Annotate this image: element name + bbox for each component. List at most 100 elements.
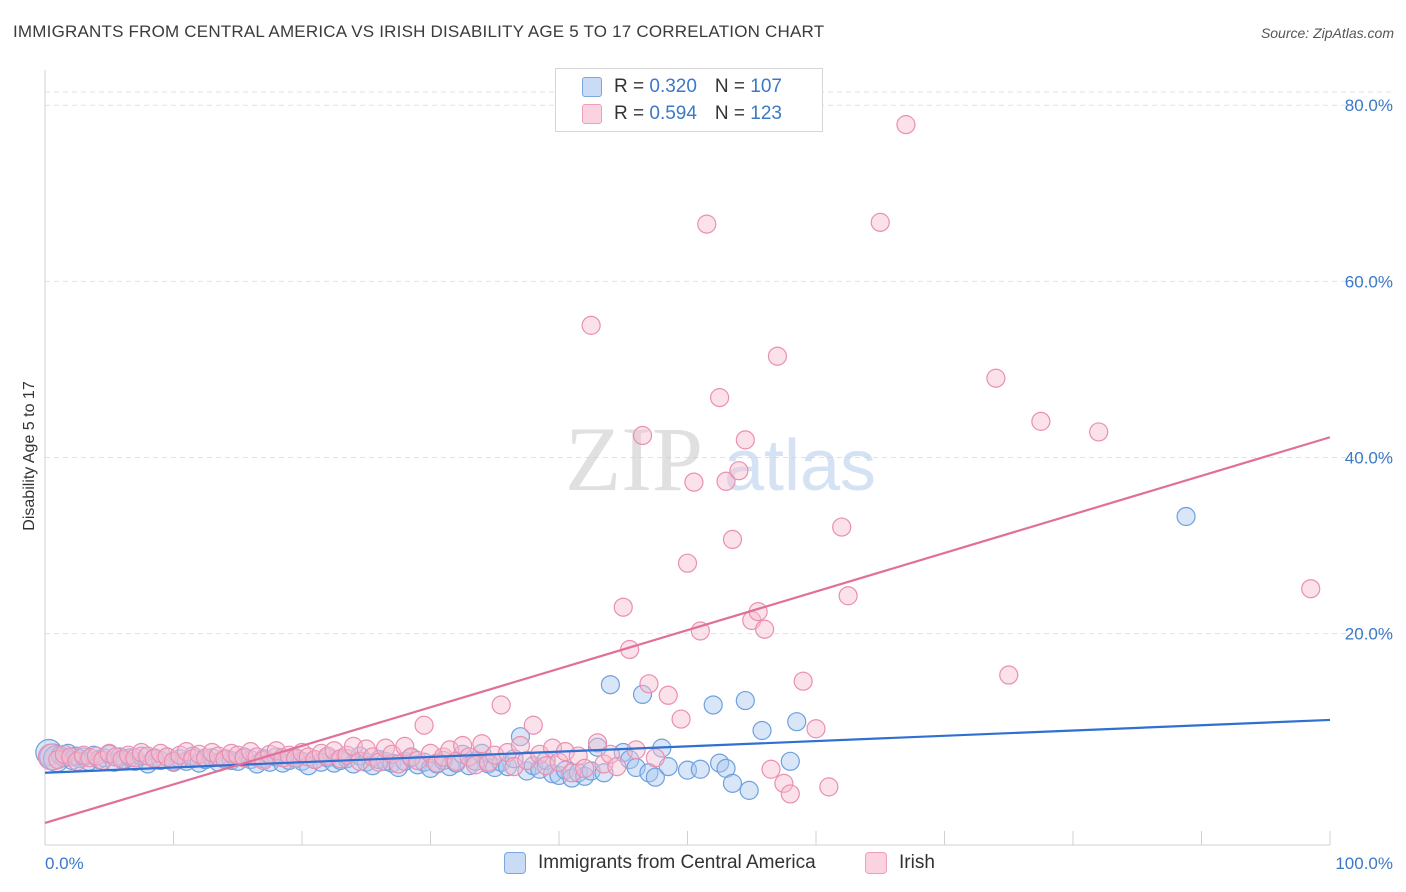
- data-point: [787, 712, 807, 732]
- trend-line-central-america: [44, 718, 1331, 774]
- data-point: [761, 759, 781, 779]
- data-point: [690, 759, 710, 779]
- data-point: [774, 773, 794, 793]
- x-tick-label-max: 100.0%: [1335, 854, 1393, 873]
- watermark-atlas: atlas: [724, 426, 876, 506]
- correlation-legend: R = 0.320 N = 107 R = 0.594 N = 123: [555, 68, 823, 132]
- y-tick-label: 60.0%: [1345, 272, 1393, 291]
- y-tick-label: 20.0%: [1345, 625, 1393, 644]
- data-point: [1176, 506, 1196, 527]
- legend-row-irish: R = 0.594 N = 123: [582, 102, 782, 126]
- data-point: [735, 690, 755, 711]
- data-point: [645, 767, 665, 787]
- data-point: [613, 597, 633, 617]
- y-tick-label: 80.0%: [1345, 96, 1393, 115]
- data-point: [739, 780, 759, 800]
- legend-n-label: N =: [714, 76, 751, 97]
- legend-r-value: 0.594: [649, 103, 697, 124]
- data-point: [587, 733, 608, 753]
- data-point: [722, 773, 743, 793]
- data-point: [710, 388, 730, 408]
- data-point: [896, 115, 916, 135]
- axes: [44, 70, 1331, 846]
- data-point: [710, 753, 730, 773]
- data-point: [472, 734, 492, 754]
- data-point: [671, 709, 691, 729]
- y-tick-label: 40.0%: [1345, 449, 1393, 468]
- data-point: [459, 747, 479, 767]
- data-point: [793, 671, 813, 691]
- trend-lines: [44, 436, 1331, 825]
- legend-swatch-pink: [865, 852, 887, 874]
- data-point: [684, 472, 704, 492]
- data-point: [780, 784, 800, 804]
- data-point: [600, 675, 621, 695]
- data-point: [356, 739, 376, 759]
- legend-n-value: 107: [750, 76, 782, 97]
- y-tick-labels: 20.0% 40.0% 60.0% 80.0%: [1345, 96, 1393, 643]
- data-point: [324, 741, 344, 761]
- data-point: [819, 777, 839, 797]
- legend-item-central-america[interactable]: Immigrants from Central America: [504, 852, 816, 874]
- source-note: Source: ZipAtlas.com: [1260, 25, 1394, 41]
- data-point: [677, 553, 698, 573]
- data-point: [703, 695, 723, 715]
- data-point: [562, 763, 582, 783]
- data-point: [453, 735, 473, 756]
- data-point: [645, 748, 665, 768]
- watermark-zip: ZIP: [565, 408, 703, 510]
- data-point: [549, 752, 569, 772]
- data-point: [607, 757, 627, 777]
- data-point: [722, 529, 743, 550]
- data-point: [729, 461, 749, 481]
- data-point: [1301, 579, 1321, 599]
- data-point: [986, 368, 1006, 388]
- y-axis-label: Disability Age 5 to 17: [21, 381, 38, 531]
- data-point: [498, 757, 518, 777]
- data-point: [639, 674, 659, 694]
- legend-swatch-blue: [504, 852, 526, 874]
- data-point: [716, 471, 736, 491]
- x-tick-labels: 0.0% 100.0%: [45, 854, 1393, 873]
- data-point: [754, 619, 775, 639]
- data-point: [491, 695, 511, 715]
- data-point: [999, 665, 1019, 685]
- data-point: [221, 743, 241, 764]
- data-point: [414, 715, 434, 735]
- data-point: [626, 740, 646, 760]
- data-point: [632, 425, 653, 446]
- data-point: [581, 315, 601, 335]
- data-point: [632, 684, 653, 705]
- data-point: [440, 740, 460, 760]
- x-tick-label-min: 0.0%: [45, 854, 84, 873]
- data-point: [523, 715, 543, 735]
- grid-lines: [45, 91, 1392, 635]
- chart-title: IMMIGRANTS FROM CENTRAL AMERICA VS IRISH…: [13, 22, 825, 41]
- legend-r-value: 0.320: [649, 76, 697, 97]
- legend-n-label: N =: [714, 103, 751, 124]
- data-point: [832, 517, 852, 537]
- data-point: [1031, 411, 1051, 431]
- data-point: [870, 212, 890, 232]
- data-point: [1089, 422, 1109, 442]
- data-point: [395, 736, 415, 756]
- legend-r-label: R =: [614, 76, 650, 97]
- data-point: [806, 719, 826, 739]
- data-point: [658, 685, 678, 705]
- data-point: [735, 430, 755, 450]
- legend-swatch-pink: [582, 104, 602, 124]
- legend-r-label: R =: [614, 103, 650, 124]
- legend-item-irish[interactable]: Irish: [865, 852, 935, 874]
- trend-line-irish: [44, 436, 1331, 825]
- series-legend: Immigrants from Central America Irish: [0, 852, 1406, 878]
- data-point: [697, 214, 717, 234]
- legend-row-central-america: R = 0.320 N = 107: [582, 75, 782, 99]
- legend-n-value: 123: [750, 103, 782, 124]
- data-point: [752, 720, 772, 741]
- legend-label: Immigrants from Central America: [538, 852, 816, 873]
- data-point: [838, 586, 858, 606]
- data-point: [575, 758, 595, 778]
- legend-label: Irish: [899, 852, 935, 873]
- legend-swatch-blue: [582, 77, 602, 97]
